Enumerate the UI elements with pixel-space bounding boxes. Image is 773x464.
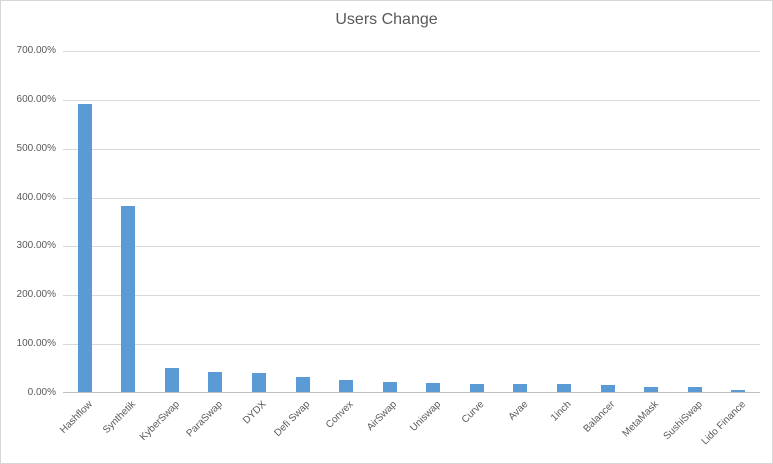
bar [295, 377, 310, 392]
chart-title: Users Change [335, 11, 438, 28]
bar [121, 206, 136, 392]
bar [513, 383, 528, 392]
x-tick-label: Hashflow [57, 399, 95, 436]
x-tick-label: DYDX [241, 399, 269, 427]
gridline [63, 344, 760, 346]
bar [556, 383, 571, 392]
x-tick-label: Synthetik [101, 399, 139, 436]
x-tick-label: AirSwap [365, 399, 400, 434]
y-tick-label: 0.00% [27, 387, 56, 398]
y-tick-label: 300.00% [16, 240, 56, 252]
gridline [63, 197, 760, 199]
x-tick-label: SushiSwap [661, 399, 705, 443]
x-tick-label: MetaMask [620, 399, 661, 440]
x-tick-label: 1inch [549, 399, 574, 424]
bar [426, 383, 441, 392]
plot-area [63, 51, 760, 393]
x-tick-label: Lido Finance [699, 399, 748, 448]
x-tick-label: Curve [459, 399, 487, 426]
y-tick-label: 700.00% [16, 45, 56, 56]
bar [687, 387, 702, 392]
gridline [63, 295, 760, 297]
bar [469, 383, 484, 392]
y-tick-label: 500.00% [16, 142, 56, 154]
bar [339, 380, 354, 392]
gridline [63, 246, 760, 248]
y-tick-label: 600.00% [16, 93, 56, 105]
bar [208, 372, 223, 392]
x-tick-label: Uniswap [408, 399, 444, 434]
x-axis-line [63, 392, 760, 393]
bar [382, 382, 397, 392]
x-tick-label: Avae [506, 399, 531, 423]
bar [77, 103, 92, 392]
bar [600, 385, 615, 392]
x-tick-label: KyberSwap [137, 399, 182, 443]
x-tick-label: ParaSwap [184, 399, 226, 440]
gridline [63, 148, 760, 150]
x-tick-label: Convex [324, 399, 356, 431]
x-tick-label: Balancer [581, 399, 618, 435]
y-tick-label: 100.00% [16, 338, 56, 350]
gridline [63, 51, 760, 52]
y-tick-label: 400.00% [16, 191, 56, 203]
x-tick-label: Defi Swap [272, 399, 313, 440]
bar [164, 367, 179, 392]
gridline [63, 99, 760, 101]
bar [252, 372, 267, 392]
y-tick-label: 200.00% [16, 289, 56, 301]
bar [731, 390, 746, 392]
bar [644, 386, 659, 392]
